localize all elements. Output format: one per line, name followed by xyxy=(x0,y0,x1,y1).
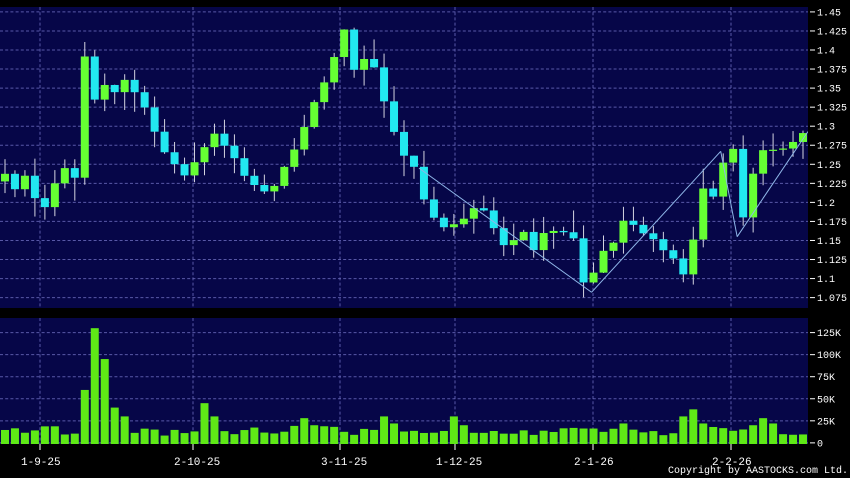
svg-text:2-1-26: 2-1-26 xyxy=(574,457,614,469)
svg-text:1.15: 1.15 xyxy=(817,237,841,248)
svg-text:1.175: 1.175 xyxy=(817,218,847,229)
svg-text:1.35: 1.35 xyxy=(817,85,841,96)
svg-text:25K: 25K xyxy=(817,417,835,428)
svg-text:1-9-25: 1-9-25 xyxy=(21,457,61,469)
svg-text:1-12-25: 1-12-25 xyxy=(436,457,482,469)
svg-text:1.425: 1.425 xyxy=(817,27,847,38)
svg-text:100K: 100K xyxy=(817,351,841,362)
svg-text:1.1: 1.1 xyxy=(817,275,835,286)
svg-text:1.225: 1.225 xyxy=(817,180,847,191)
svg-text:Copyright by AASTOCKS.com Ltd.: Copyright by AASTOCKS.com Ltd. xyxy=(668,465,848,477)
svg-text:1.2: 1.2 xyxy=(817,199,835,210)
svg-text:1.325: 1.325 xyxy=(817,104,847,115)
svg-text:125K: 125K xyxy=(817,329,841,340)
svg-text:75K: 75K xyxy=(817,373,835,384)
svg-text:1.075: 1.075 xyxy=(817,294,847,305)
svg-text:0: 0 xyxy=(817,439,823,450)
svg-text:50K: 50K xyxy=(817,395,835,406)
svg-text:1.375: 1.375 xyxy=(817,66,847,77)
svg-text:1.4: 1.4 xyxy=(817,47,835,58)
svg-text:2-10-25: 2-10-25 xyxy=(174,457,220,469)
svg-text:1.125: 1.125 xyxy=(817,256,847,267)
svg-text:3-11-25: 3-11-25 xyxy=(321,457,367,469)
svg-text:1.45: 1.45 xyxy=(817,8,841,19)
svg-text:1.25: 1.25 xyxy=(817,161,841,172)
svg-text:1.3: 1.3 xyxy=(817,123,835,134)
svg-text:1.275: 1.275 xyxy=(817,142,847,153)
